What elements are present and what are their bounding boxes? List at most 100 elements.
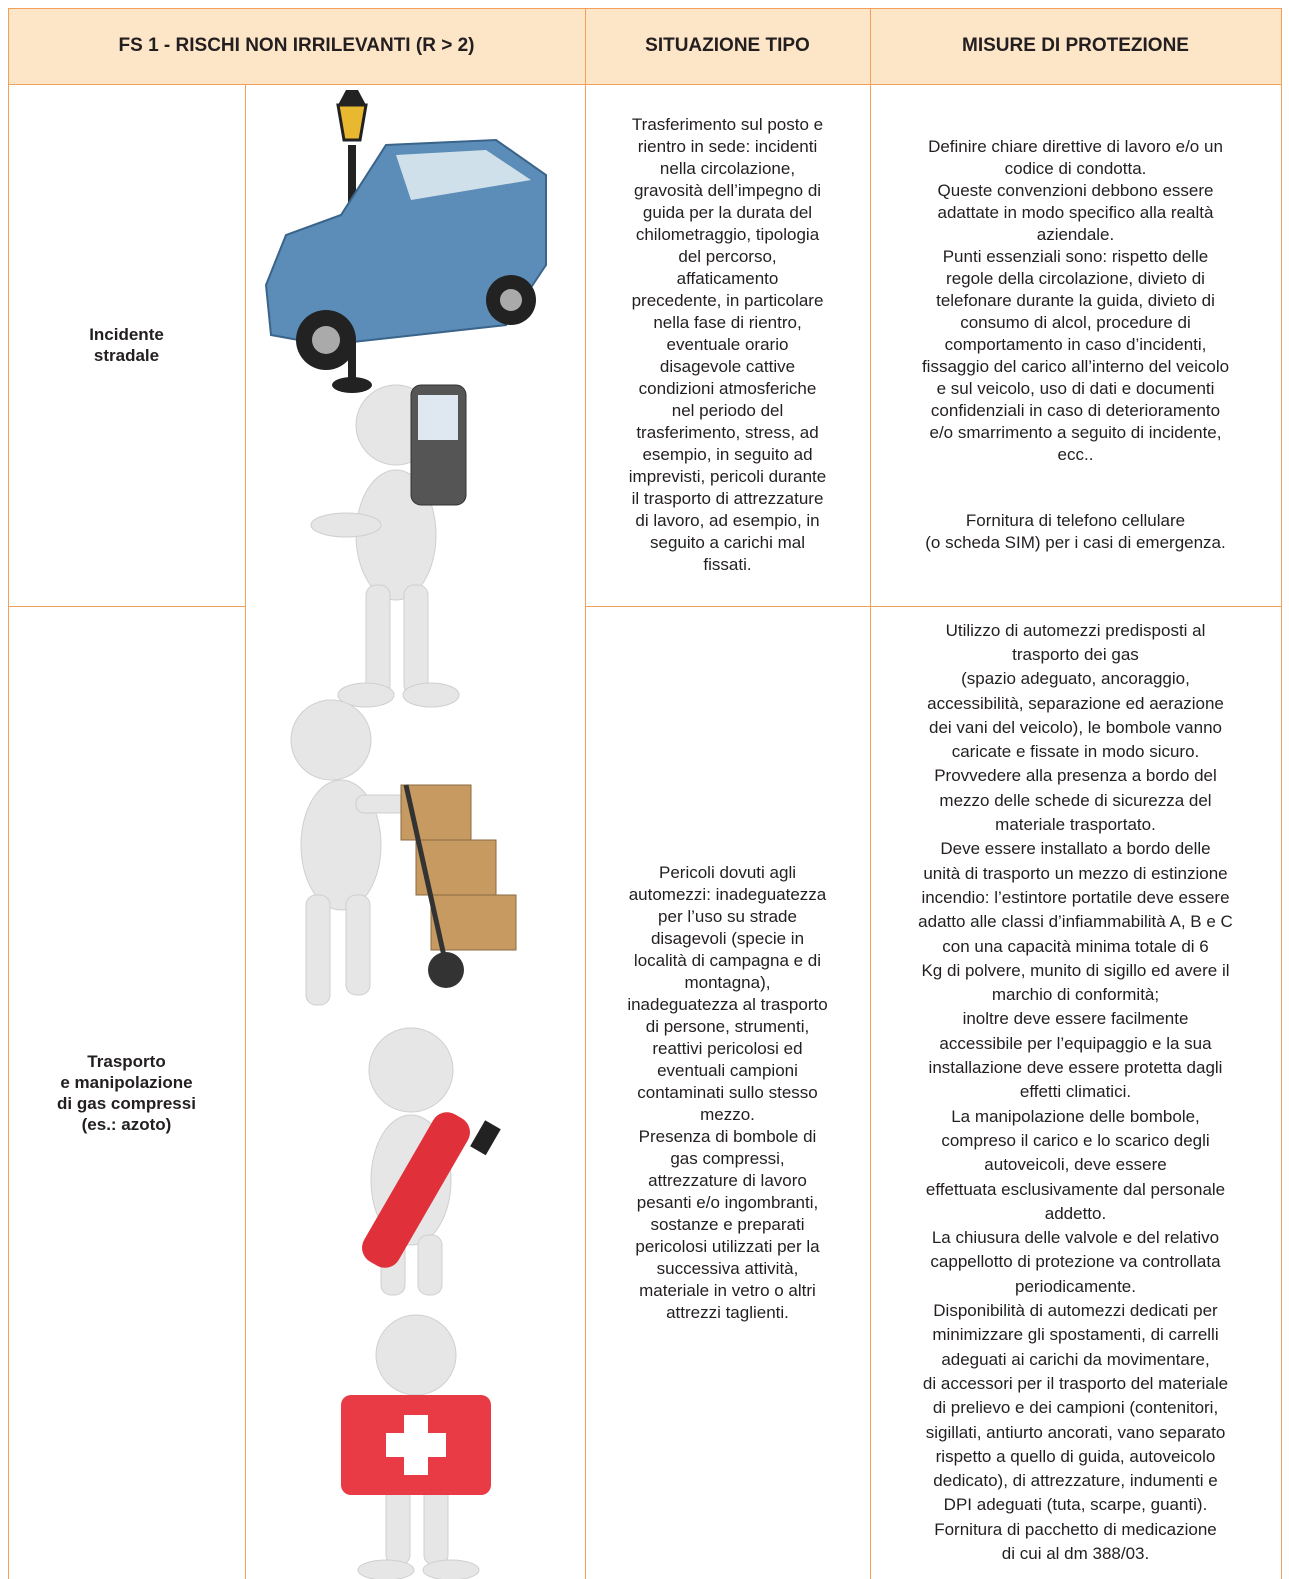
text-line: disagevole cattive <box>659 357 796 376</box>
text-line: affaticamento <box>676 269 779 288</box>
text-line: inadeguatezza al trasporto <box>627 994 828 1014</box>
text-line: automezzi: inadeguatezza <box>628 884 827 904</box>
border <box>870 8 871 1579</box>
text-line: e sul veicolo, uso di dati e documenti <box>936 379 1215 398</box>
text-line: dei vani del veicolo), le bombole vanno <box>929 717 1222 737</box>
text-line: La chiusura delle valvole e del relativo <box>931 1228 1220 1248</box>
text-line: attrezzature di lavoro <box>648 1170 807 1190</box>
header-text: MISURE DI PROTEZIONE <box>962 35 1189 56</box>
text-line: confidenziali in caso di deterioramento <box>930 401 1221 420</box>
text-line: di accessori per il trasporto del materi… <box>922 1373 1229 1393</box>
text-line: il trasporto di attrezzature <box>631 489 824 508</box>
text-line: adeguati ai carichi da movimentare, <box>941 1349 1210 1369</box>
text-line: eventuali campioni <box>657 1060 798 1080</box>
text-line: (o scheda SIM) per i casi di emergenza. <box>925 533 1226 552</box>
row-label: Incidente stradale <box>8 84 245 606</box>
text-line: gas compressi, <box>670 1148 785 1168</box>
text-line: sostanze e preparati <box>650 1214 805 1234</box>
situazione-cell: Trasferimento sul posto e rientro in sede… <box>585 84 870 606</box>
text-line: Provvedere alla presenza a bordo del <box>934 766 1217 786</box>
text-line: esempio, in seguito ad <box>642 445 813 464</box>
text-line: trasporto dei gas <box>1012 645 1139 664</box>
text-line: fissaggio del carico all’interno del vei… <box>921 357 1230 376</box>
text-line: cappellotto di protezione va controllata <box>930 1252 1221 1272</box>
text-line: materiale in vetro o altri <box>639 1280 816 1300</box>
text-line: successiva attività, <box>656 1258 799 1278</box>
paragraph: Trasferimento sul posto e rientro in sede… <box>629 114 826 576</box>
text-line: per l’uso su strade <box>658 906 797 926</box>
text-line: Kg di polvere, munito di sigillo ed aver… <box>921 960 1230 980</box>
paragraph: Definire chiare direttive di lavoro e/o … <box>922 136 1229 466</box>
illustrations <box>264 90 547 1579</box>
text-line: comportamento in caso d’incidenti, <box>944 335 1207 354</box>
row-label: Trasporto e manipolazione di gas compressi… <box>8 606 245 1579</box>
text-line: rientro in sede: incidenti <box>637 137 818 156</box>
text-line: consumo di alcol, procedure di <box>960 313 1191 332</box>
text-line: seguito a carichi mal <box>650 533 805 552</box>
text-line: regole della circolazione, divieto di <box>946 269 1205 288</box>
text-line: e/o smarrimento a seguito di incidente, <box>929 423 1222 442</box>
text-line: materiale trasportato. <box>995 815 1156 835</box>
text-line: Fornitura di pacchetto di medicazione <box>934 1519 1217 1539</box>
misure-cell: Utilizzo di automezzi predisposti al tras… <box>870 606 1281 1579</box>
text-line: Definire chiare direttive di lavoro e/o … <box>928 137 1223 156</box>
text-line: condizioni atmosferiche <box>638 379 817 398</box>
text-line: di lavoro, ad esempio, in <box>635 511 820 530</box>
text-line: unità di trasporto un mezzo di estinzion… <box>923 863 1228 883</box>
text-line: DPI adeguati (tuta, scarpe, guanti). <box>943 1495 1208 1515</box>
text-line: adatto alle classi d’infiammabilità A, B… <box>918 912 1233 932</box>
misure-cell: Definire chiare direttive di lavoro e/o … <box>870 84 1281 606</box>
label-line: e manipolazione <box>60 1072 193 1092</box>
situazione-cell: Pericoli dovuti agli automezzi: inadeguat… <box>585 606 870 1579</box>
text-line: La manipolazione delle bombole, <box>951 1106 1200 1126</box>
text-line: contaminati sullo stesso <box>637 1082 818 1102</box>
text-line: reattivi pericolosi ed <box>652 1038 803 1058</box>
text-line: Trasferimento sul posto e <box>631 115 824 134</box>
text-line: Queste convenzioni debbono essere <box>937 181 1214 200</box>
border <box>245 84 246 1579</box>
label-line: Trasporto <box>87 1051 166 1071</box>
text-line: adattate in modo specifico alla realtà <box>937 203 1214 222</box>
header-text: SITUAZIONE TIPO <box>645 35 810 56</box>
text-line: trasferimento, stress, ad <box>636 423 819 442</box>
text-line: (spazio adeguato, ancoraggio, <box>961 669 1190 689</box>
text-line: dedicato), di attrezzature, indumenti e <box>933 1471 1218 1491</box>
text-line: Punti essenziali sono: rispetto delle <box>942 247 1209 266</box>
text-line: caricate e fissate in modo sicuro. <box>951 742 1200 762</box>
text-line: del percorso, <box>678 247 777 266</box>
border <box>585 8 586 1579</box>
text-line: Presenza di bombole di <box>638 1126 817 1146</box>
header-cell: MISURE DI PROTEZIONE <box>870 8 1281 84</box>
label-line: Incidente <box>89 325 164 344</box>
text-line: ecc.. <box>1057 445 1094 464</box>
text-line: nel periodo del <box>671 401 784 420</box>
text-line: compreso il carico e lo scarico degli <box>941 1130 1210 1150</box>
label-line: stradale <box>93 346 160 365</box>
border <box>1281 8 1282 1579</box>
border <box>8 84 1282 85</box>
header-cell: FS 1 - RISCHI NON IRRILEVANTI (R > 2) <box>8 8 585 84</box>
border <box>585 606 1282 607</box>
border <box>8 8 9 1579</box>
text-line: precedente, in particolare <box>631 291 824 310</box>
text-line: attrezzi taglienti. <box>666 1302 789 1322</box>
text-line: aziendale. <box>1036 225 1115 244</box>
paragraph: Fornitura di telefono cellulare (o scheda… <box>925 510 1225 554</box>
text-line: effetti climatici. <box>1019 1082 1132 1102</box>
text-line: imprevisti, pericoli durante <box>628 467 827 486</box>
paragraph: Pericoli dovuti agli automezzi: inadeguat… <box>627 862 827 1324</box>
text-line: disagevoli (specie in <box>650 928 805 948</box>
text-line: guida per la durata del <box>642 203 813 222</box>
text-line: gravosità dell’impegno di <box>633 181 822 200</box>
text-line: con una capacità minima totale di 6 <box>942 936 1209 956</box>
paragraph: Utilizzo di automezzi predisposti al tras… <box>918 619 1233 1567</box>
text-line: telefonare durante la guida, divieto di <box>936 291 1215 310</box>
text-line: minimizzare gli spostamenti, di carrelli <box>932 1325 1219 1345</box>
text-line: codice di condotta. <box>1004 159 1147 178</box>
label-line: (es.: azoto) <box>81 1114 172 1134</box>
text-line: Deve essere installato a bordo delle <box>940 839 1211 859</box>
text-line: periodicamente. <box>1015 1276 1136 1296</box>
cart-man-illustration <box>290 699 517 1006</box>
text-line: rispetto a quello di guida, autoveicolo <box>935 1446 1216 1466</box>
text-line: marchio di conformità; <box>991 985 1160 1005</box>
